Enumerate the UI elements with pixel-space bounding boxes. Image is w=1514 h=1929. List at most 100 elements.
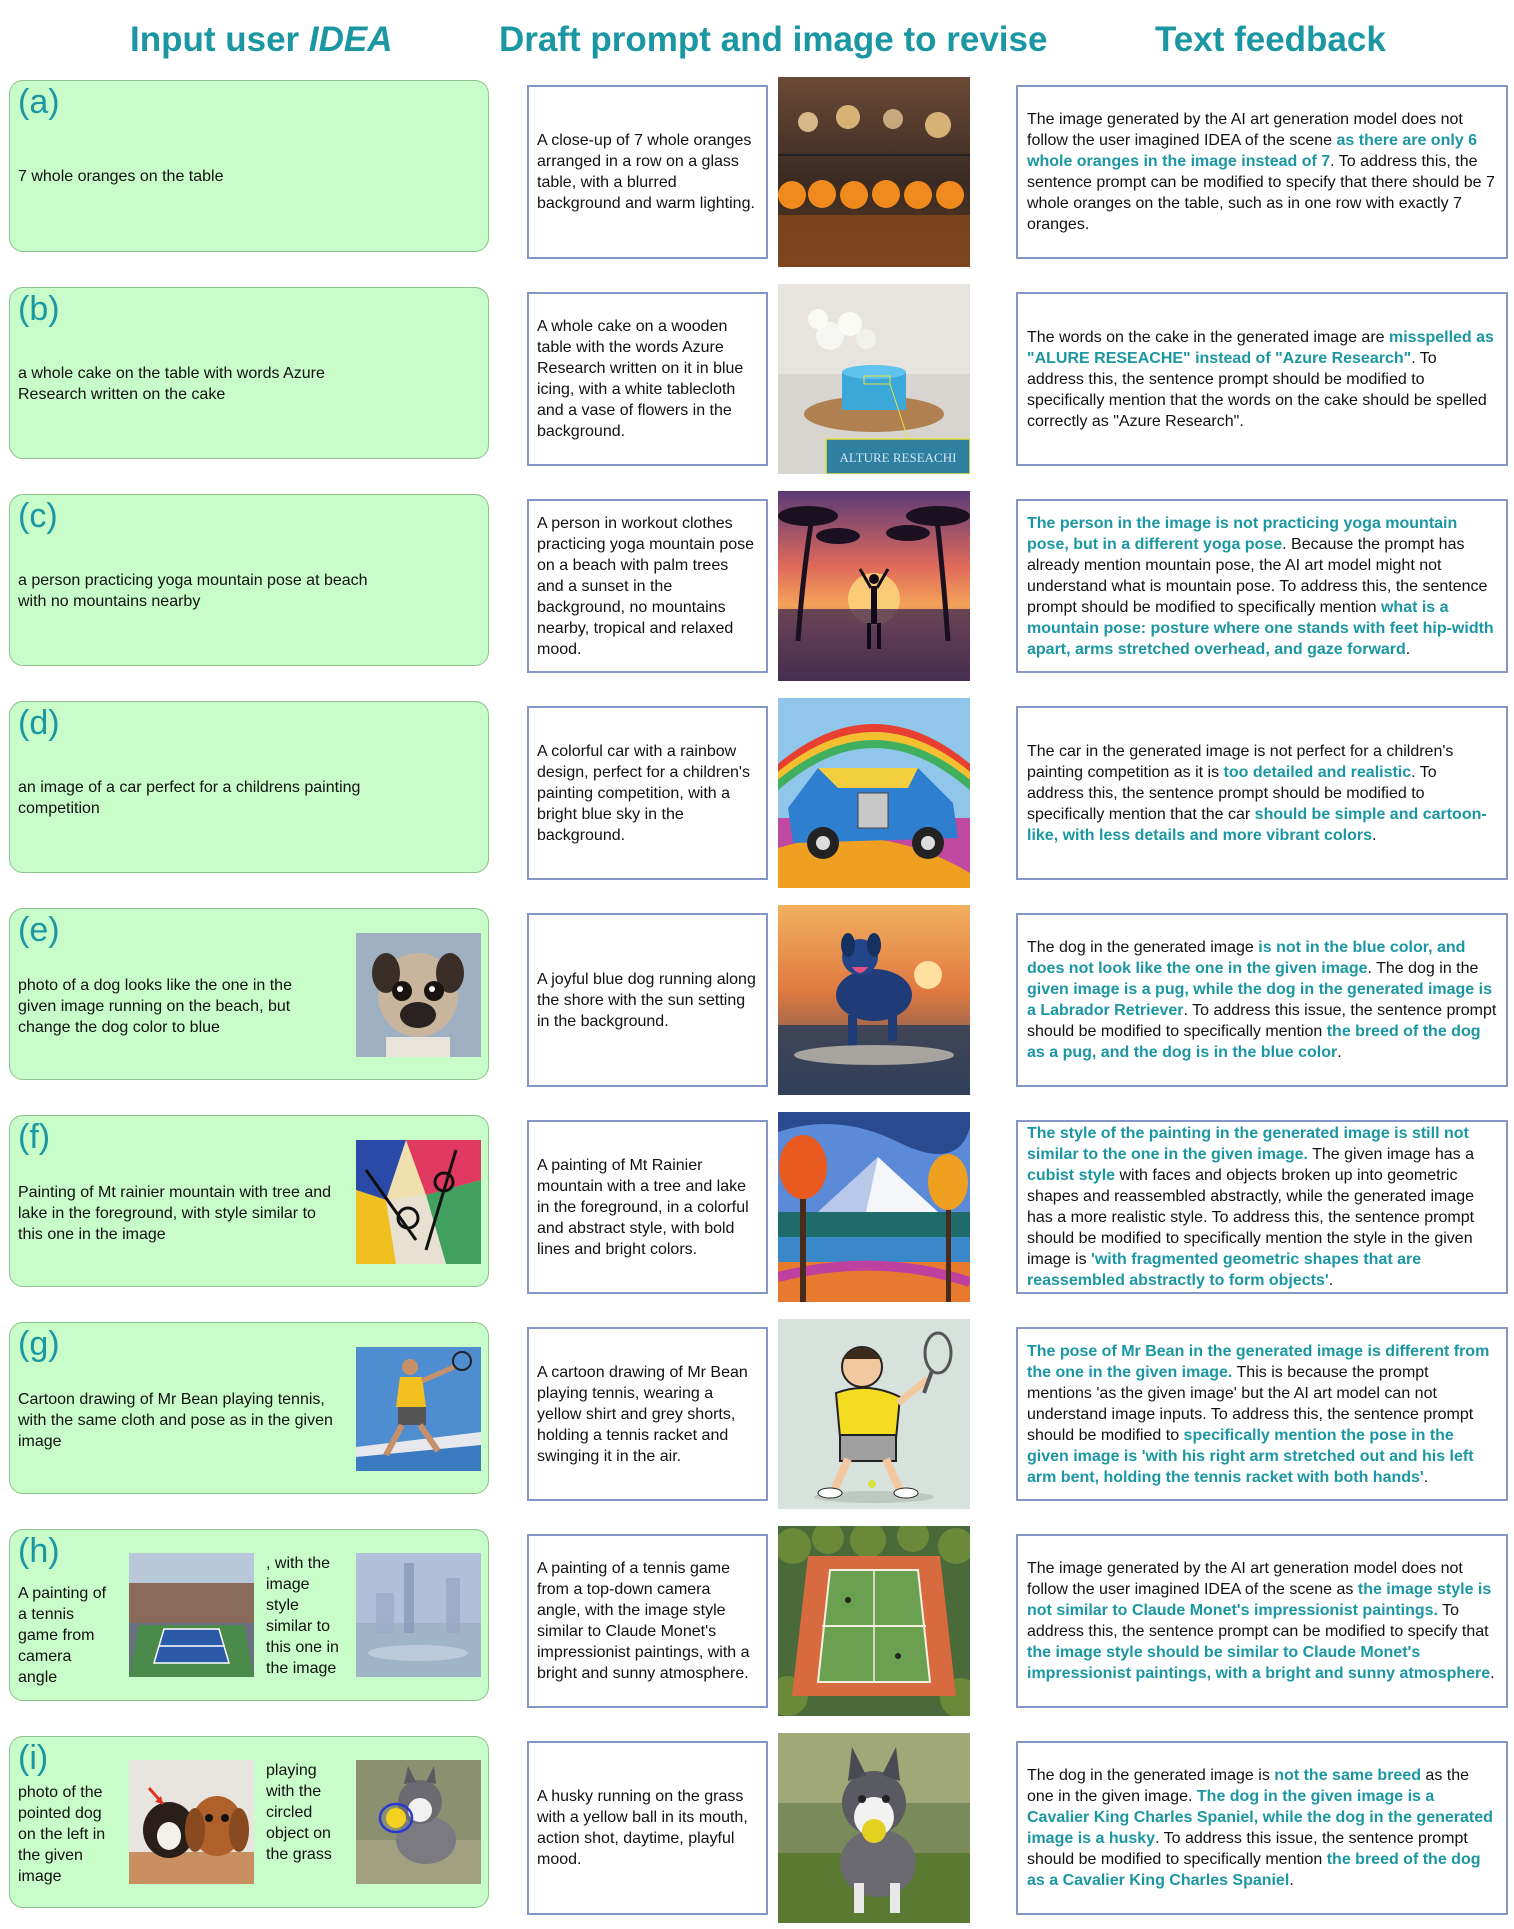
generated-image xyxy=(778,1526,970,1716)
header-feedback: Text feedback xyxy=(1155,18,1386,62)
feedback-box: The image generated by the AI art genera… xyxy=(1016,85,1508,259)
draft-prompt-text: A joyful blue dog running along the shor… xyxy=(537,969,758,1032)
feedback-box: The car in the generated image is not pe… xyxy=(1016,706,1508,880)
given-image-monet xyxy=(356,1553,481,1677)
row-a: (a) 7 whole oranges on the table A close… xyxy=(0,77,1514,273)
header-input-prefix: Input user xyxy=(130,20,309,59)
row-label: (g) xyxy=(18,1324,60,1364)
idea-text: Painting of Mt rainier mountain with tre… xyxy=(18,1182,333,1245)
feedback-segment: . xyxy=(1490,1665,1494,1682)
header-draft: Draft prompt and image to revise xyxy=(499,18,1047,62)
feedback-box: The image generated by the AI art genera… xyxy=(1016,1534,1508,1708)
feedback-box: The person in the image is not practicin… xyxy=(1016,499,1508,673)
generated-image xyxy=(778,491,970,681)
draft-prompt-box: A colorful car with a rainbow design, pe… xyxy=(527,706,768,880)
row-label: (i) xyxy=(18,1738,48,1778)
row-label: (d) xyxy=(18,703,60,743)
row-label: (h) xyxy=(18,1531,60,1571)
idea-text-part-2: , with the image style similar to this o… xyxy=(266,1553,346,1679)
draft-prompt-text: A whole cake on a wooden table with the … xyxy=(537,316,758,442)
idea-text: Cartoon drawing of Mr Bean playing tenni… xyxy=(18,1389,348,1452)
feedback-box: The pose of Mr Bean in the generated ima… xyxy=(1016,1327,1508,1501)
idea-panel: (c) a person practicing yoga mountain po… xyxy=(9,494,489,666)
feedback-segment: The dog in the generated image xyxy=(1027,939,1258,956)
row-i: (i) photo of the pointed dog on the left… xyxy=(0,1733,1514,1929)
idea-panel: (b) a whole cake on the table with words… xyxy=(9,287,489,459)
feedback-text: The dog in the generated image is not th… xyxy=(1027,1765,1497,1891)
draft-prompt-text: A colorful car with a rainbow design, pe… xyxy=(537,741,758,846)
feedback-segment: . xyxy=(1289,1872,1293,1889)
feedback-text: The pose of Mr Bean in the generated ima… xyxy=(1027,1341,1497,1488)
row-label: (f) xyxy=(18,1117,50,1157)
feedback-segment: . xyxy=(1424,1469,1428,1486)
draft-prompt-text: A painting of a tennis game from a top-d… xyxy=(537,1558,758,1684)
given-image-cubist xyxy=(356,1140,481,1264)
generated-image xyxy=(778,1319,970,1509)
idea-text: an image of a car perfect for a children… xyxy=(18,777,378,819)
header-input-idea-word: IDEA xyxy=(309,20,393,59)
draft-prompt-box: A whole cake on a wooden table with the … xyxy=(527,292,768,466)
header-input-idea: Input user IDEA xyxy=(130,18,393,62)
feedback-segment: The dog in the generated image is xyxy=(1027,1767,1274,1784)
feedback-text: The words on the cake in the generated i… xyxy=(1027,327,1497,432)
idea-text: a whole cake on the table with words Azu… xyxy=(18,363,378,405)
idea-panel: (a) 7 whole oranges on the table xyxy=(9,80,489,252)
feedback-segment: . xyxy=(1372,827,1376,844)
idea-panel: (i) photo of the pointed dog on the left… xyxy=(9,1736,489,1908)
idea-panel: (e) photo of a dog looks like the one in… xyxy=(9,908,489,1080)
row-c: (c) a person practicing yoga mountain po… xyxy=(0,491,1514,687)
idea-text: photo of a dog looks like the one in the… xyxy=(18,975,318,1038)
row-label: (a) xyxy=(18,82,60,122)
idea-panel: (g) Cartoon drawing of Mr Bean playing t… xyxy=(9,1322,489,1494)
generated-image xyxy=(778,1112,970,1302)
idea-text: 7 whole oranges on the table xyxy=(18,166,458,187)
generated-image xyxy=(778,905,970,1095)
idea-panel: (h) A painting of a tennis game from cam… xyxy=(9,1529,489,1701)
row-d: (d) an image of a car perfect for a chil… xyxy=(0,698,1514,894)
feedback-box: The dog in the generated image is not th… xyxy=(1016,1741,1508,1915)
feedback-text: The dog in the generated image is not in… xyxy=(1027,937,1497,1063)
draft-prompt-text: A husky running on the grass with a yell… xyxy=(537,1786,758,1870)
feedback-segment: . xyxy=(1329,1272,1333,1289)
feedback-text: The person in the image is not practicin… xyxy=(1027,513,1497,660)
idea-text-part-1: A painting of a tennis game from camera … xyxy=(18,1583,113,1688)
feedback-segment: The words on the cake in the generated i… xyxy=(1027,329,1389,346)
generated-image: ALTURE RESEACHI xyxy=(778,284,970,474)
row-g: (g) Cartoon drawing of Mr Bean playing t… xyxy=(0,1319,1514,1515)
draft-prompt-text: A person in workout clothes practicing y… xyxy=(537,513,758,660)
row-h: (h) A painting of a tennis game from cam… xyxy=(0,1526,1514,1722)
feedback-highlight: cubist style xyxy=(1027,1167,1115,1184)
idea-text-part-1: photo of the pointed dog on the left in … xyxy=(18,1782,113,1887)
feedback-box: The style of the painting in the generat… xyxy=(1016,1120,1508,1294)
generated-image xyxy=(778,77,970,267)
feedback-text: The image generated by the AI art genera… xyxy=(1027,109,1497,235)
draft-prompt-box: A painting of a tennis game from a top-d… xyxy=(527,1534,768,1708)
feedback-segment: . xyxy=(1406,641,1410,658)
cake-inset-text: ALTURE RESEACHI xyxy=(840,450,957,465)
idea-panel: (f) Painting of Mt rainier mountain with… xyxy=(9,1115,489,1287)
draft-prompt-text: A cartoon drawing of Mr Bean playing ten… xyxy=(537,1362,758,1467)
row-b: (b) a whole cake on the table with words… xyxy=(0,284,1514,480)
draft-prompt-box: A husky running on the grass with a yell… xyxy=(527,1741,768,1915)
idea-text-part-2: playing with the circled object on the g… xyxy=(266,1760,346,1865)
idea-panel: (d) an image of a car perfect for a chil… xyxy=(9,701,489,873)
feedback-highlight: too detailed and realistic xyxy=(1224,764,1412,781)
feedback-box: The words on the cake in the generated i… xyxy=(1016,292,1508,466)
draft-prompt-box: A cartoon drawing of Mr Bean playing ten… xyxy=(527,1327,768,1501)
given-image-stadium xyxy=(129,1553,254,1677)
feedback-text: The style of the painting in the generat… xyxy=(1027,1123,1497,1291)
row-label: (e) xyxy=(18,910,60,950)
feedback-text: The image generated by the AI art genera… xyxy=(1027,1558,1497,1684)
feedback-box: The dog in the generated image is not in… xyxy=(1016,913,1508,1087)
given-image-two-dogs xyxy=(129,1760,254,1884)
feedback-segment: . xyxy=(1337,1044,1341,1061)
row-e: (e) photo of a dog looks like the one in… xyxy=(0,905,1514,1101)
draft-prompt-text: A painting of Mt Rainier mountain with a… xyxy=(537,1155,758,1260)
draft-prompt-text: A close-up of 7 whole oranges arranged i… xyxy=(537,130,758,214)
row-label: (b) xyxy=(18,289,60,329)
generated-image xyxy=(778,698,970,888)
feedback-highlight: the image style should be similar to Cla… xyxy=(1027,1644,1490,1682)
draft-prompt-box: A person in workout clothes practicing y… xyxy=(527,499,768,673)
draft-prompt-box: A close-up of 7 whole oranges arranged i… xyxy=(527,85,768,259)
idea-text: a person practicing yoga mountain pose a… xyxy=(18,570,378,612)
